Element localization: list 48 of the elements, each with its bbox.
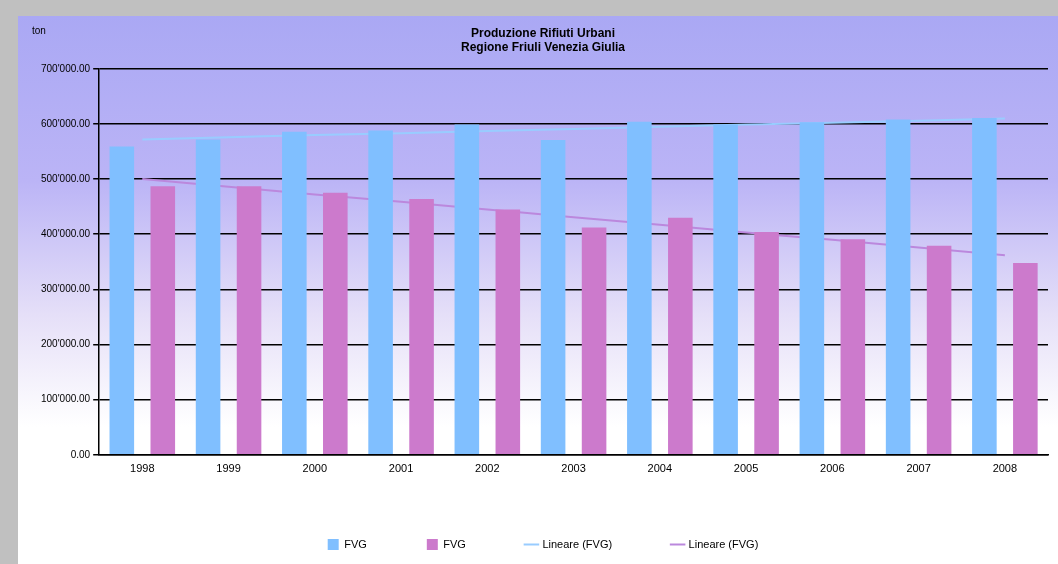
x-tick-label: 2005 [733, 462, 759, 475]
bar [195, 139, 221, 455]
bar [495, 209, 521, 455]
x-tick-label: 2003 [561, 462, 586, 475]
bar [627, 121, 652, 455]
bar [282, 131, 307, 455]
x-tick-label: 2006 [820, 462, 845, 475]
y-tick-label: 600'000.00 [40, 117, 91, 129]
y-tick-label: 100'000.00 [40, 393, 91, 405]
bar [754, 232, 779, 455]
y-tick-label: 500'000.00 [40, 172, 91, 184]
bar [926, 245, 952, 455]
bar [972, 117, 997, 455]
bar [885, 119, 911, 455]
x-tick-label: 2001 [388, 462, 414, 475]
bar [323, 192, 348, 455]
y-tick-label: 700'000.00 [40, 62, 91, 74]
bar [540, 139, 566, 455]
bar [150, 186, 176, 455]
y-axis-title: ton [32, 24, 46, 36]
bar [799, 122, 825, 455]
y-tick-label: 200'000.00 [40, 338, 91, 350]
x-tick-label: 2000 [302, 462, 328, 475]
x-tick-label: 2008 [992, 462, 1018, 475]
legend-label: FVG [443, 537, 466, 550]
x-tick-label: 2002 [475, 462, 500, 475]
bar [713, 124, 738, 455]
bar [368, 130, 393, 455]
x-tick-label: 2004 [647, 462, 673, 475]
y-tick-label: 300'000.00 [40, 283, 91, 295]
x-tick-label: 1998 [130, 462, 155, 475]
bar [454, 124, 480, 455]
bar [840, 239, 866, 455]
bar [1013, 262, 1038, 455]
x-tick-label: 1999 [216, 462, 241, 475]
y-tick-label: 0.00 [70, 448, 91, 460]
chart-subtitle: Regione Friuli Venezia Giulia [460, 39, 626, 54]
legend-label: FVG [344, 537, 367, 550]
x-tick-label: 2007 [906, 462, 931, 475]
legend-label: Lineare (FVG) [542, 537, 613, 550]
y-tick-label: 400'000.00 [40, 227, 91, 239]
legend-label: Lineare (FVG) [688, 537, 759, 550]
bar [109, 146, 135, 455]
bar [581, 227, 607, 455]
bar [236, 186, 262, 455]
bar [409, 198, 434, 455]
bar [668, 217, 693, 455]
chart-title: Produzione Rifiuti Urbani [471, 25, 615, 40]
